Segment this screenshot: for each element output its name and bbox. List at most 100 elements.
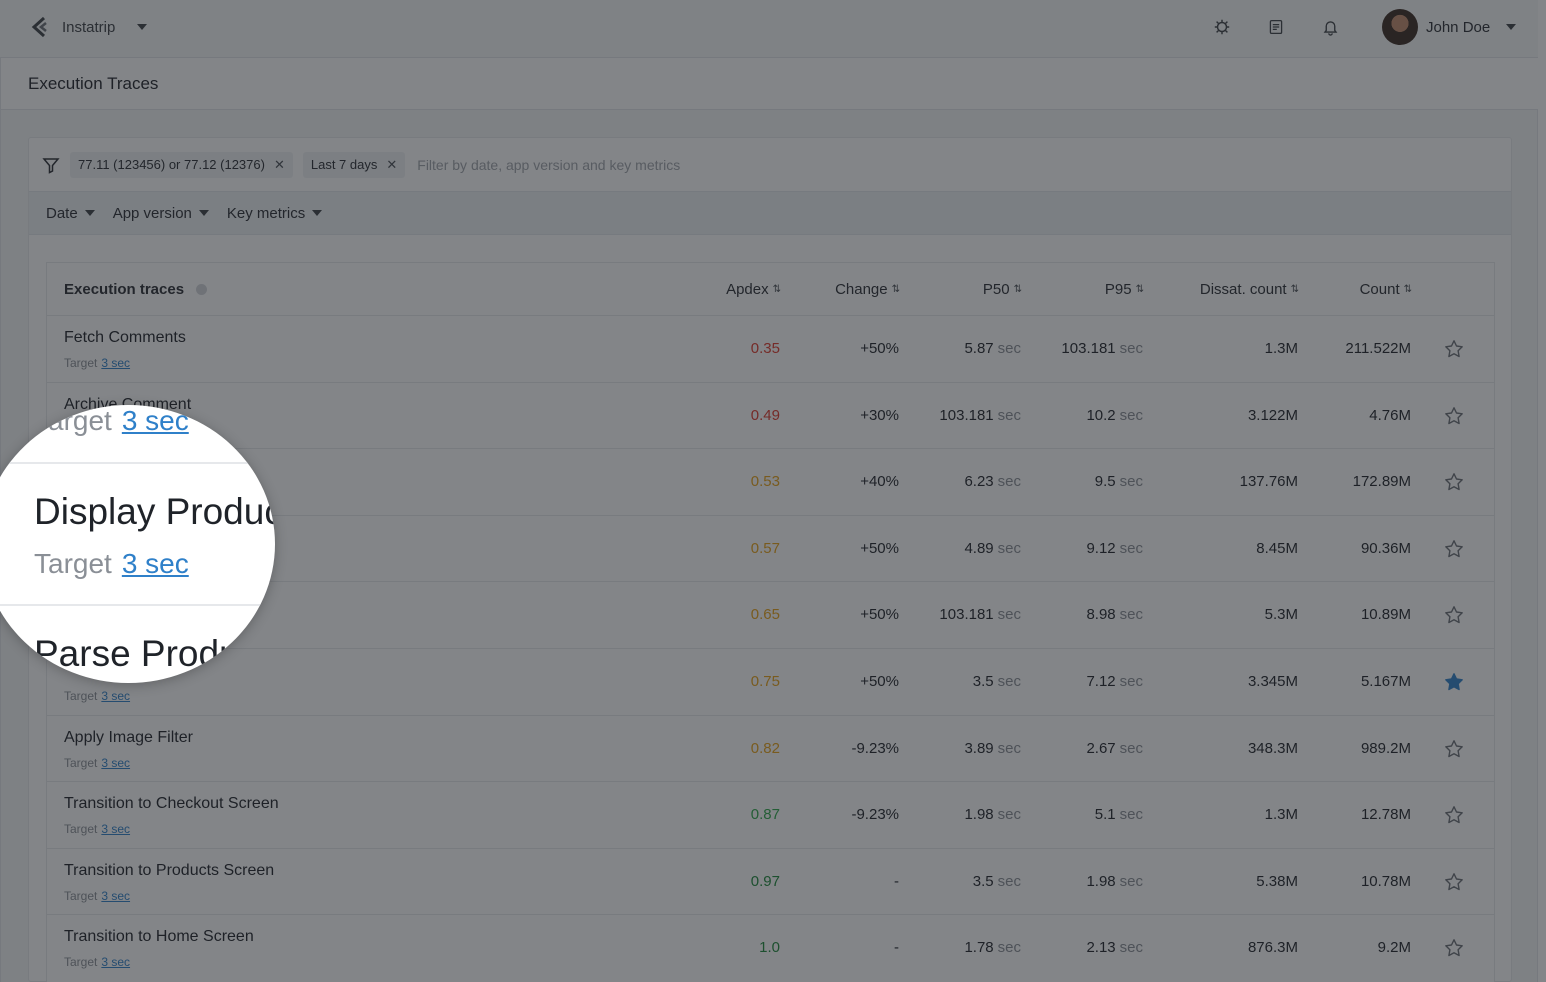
trace-name[interactable]: Fetch Comments xyxy=(64,329,186,346)
target-link[interactable]: 3 sec xyxy=(101,688,131,703)
app-version-dropdown[interactable]: App version xyxy=(113,205,209,222)
apdex-value: 0.49 xyxy=(750,406,780,424)
table-row[interactable]: Target 3 sec 0.75 +50% 3.5 sec 7.12 sec 3.345M 5.… xyxy=(47,649,1494,716)
page-title: Execution Traces xyxy=(28,74,159,93)
p50-value: 1.78 sec xyxy=(964,939,1021,956)
star-icon[interactable] xyxy=(1444,805,1464,825)
target-link[interactable]: 3 sec xyxy=(101,888,131,903)
table-row[interactable]: Transition to Checkout Screen Target 3 sec… xyxy=(47,782,1494,849)
p50-number: 4.89 xyxy=(964,539,994,557)
target-label: Target xyxy=(64,688,98,703)
p95-value: 9.12 sec xyxy=(1086,540,1143,557)
bug-icon[interactable] xyxy=(1212,16,1232,38)
target-label: Target xyxy=(64,755,98,770)
chip-label: Last 7 days xyxy=(310,157,378,172)
star-icon[interactable] xyxy=(1444,406,1464,426)
target-label: Target xyxy=(64,822,98,837)
unit: sec xyxy=(1119,806,1143,824)
info-icon[interactable] xyxy=(196,284,208,295)
table-row[interactable]: Archive CommentTarget3 sec0.49+30%103.18… xyxy=(47,383,1494,450)
column-label: Execution traces xyxy=(64,281,185,298)
column-header-p50[interactable]: P50 ⇅ xyxy=(983,281,1022,298)
unit: sec xyxy=(1119,739,1143,757)
trace-name[interactable]: Apply Image Filter xyxy=(64,728,193,746)
bell-icon[interactable] xyxy=(1320,16,1340,38)
column-header-p95[interactable]: P95 ⇅ xyxy=(1104,281,1144,298)
avatar xyxy=(1382,9,1418,45)
table-row[interactable]: Transition to Products Screen Target 3 sec… xyxy=(47,849,1494,916)
change-value: +40% xyxy=(860,473,899,491)
chevron-down-icon xyxy=(198,210,209,216)
unit: sec xyxy=(997,939,1021,957)
close-icon[interactable]: ✕ xyxy=(273,156,285,172)
count-value: 172.89M xyxy=(1352,473,1411,491)
star-icon[interactable] xyxy=(1444,472,1464,492)
p95-number: 10.2 xyxy=(1086,406,1116,424)
apdex-value: 0.97 xyxy=(750,872,780,890)
p50-value: 103.181 sec xyxy=(939,606,1021,623)
apdex-value: 0.82 xyxy=(750,739,780,757)
page-header: Execution Traces xyxy=(0,58,1538,110)
dissat-count-value: 5.38M xyxy=(1256,872,1298,890)
column-label: Dissat. count xyxy=(1199,281,1287,298)
trace-name[interactable]: Transition to Home Screen xyxy=(64,928,254,946)
column-header-dissat-count[interactable]: Dissat. count ⇅ xyxy=(1199,281,1299,298)
p95-number: 5.1 xyxy=(1094,806,1116,824)
p50-value: 6.23 sec xyxy=(964,473,1021,490)
column-label: Count xyxy=(1359,281,1400,298)
unit: sec xyxy=(1119,406,1143,424)
close-icon[interactable]: ✕ xyxy=(386,156,398,172)
apdex-value: 0.75 xyxy=(750,672,780,690)
trace-name[interactable]: Transition to Products Screen xyxy=(64,861,275,879)
dissat-count-value: 348.3M xyxy=(1247,739,1298,757)
top-bar: Instatrip John Doe xyxy=(0,0,1538,58)
magnified-target: Target 3 sec xyxy=(34,548,189,580)
star-icon[interactable] xyxy=(1444,938,1464,958)
app-switcher[interactable]: Instatrip xyxy=(30,16,148,38)
table-row[interactable]: Apply Image Filter Target 3 sec 0.82 -9.23% 3… xyxy=(47,716,1494,783)
date-dropdown[interactable]: Date xyxy=(46,205,95,222)
star-icon[interactable] xyxy=(1444,539,1464,559)
target-link[interactable]: 3 sec xyxy=(121,548,189,579)
column-label: P95 xyxy=(1104,281,1132,298)
filter-input[interactable] xyxy=(417,156,918,173)
target-link[interactable]: 3 sec xyxy=(101,356,131,370)
app-name: Instatrip xyxy=(62,18,116,36)
chevron-down-icon xyxy=(84,210,95,216)
table-header: Execution traces Apdex ⇅ Change ⇅ P50 ⇅ P95… xyxy=(47,263,1494,316)
dissat-count-value: 8.45M xyxy=(1256,539,1298,557)
dissat-count-value: 1.3M xyxy=(1264,806,1298,824)
target-link[interactable]: 3 sec xyxy=(101,822,131,837)
p50-number: 1.78 xyxy=(964,939,994,957)
column-header-change[interactable]: Change ⇅ xyxy=(835,281,900,298)
apdex-value: 0.65 xyxy=(750,606,780,624)
document-icon[interactable] xyxy=(1266,16,1286,38)
star-icon[interactable] xyxy=(1444,872,1464,892)
star-icon[interactable] xyxy=(1444,739,1464,759)
p95-value: 2.67 sec xyxy=(1086,740,1143,757)
trace-name[interactable]: Transition to Checkout Screen xyxy=(64,795,279,813)
star-icon[interactable] xyxy=(1444,672,1464,692)
star-icon[interactable] xyxy=(1444,605,1464,625)
unit: sec xyxy=(1119,606,1143,624)
user-menu[interactable]: John Doe xyxy=(1382,9,1517,45)
p95-number: 1.98 xyxy=(1086,872,1116,890)
table-body: Fetch Comments Target 3 sec 0.35 +50% 5.87 sec… xyxy=(47,316,1494,982)
filter-chip-date[interactable]: Last 7 days ✕ xyxy=(302,151,406,178)
chevron-down-icon xyxy=(137,24,148,30)
target-link[interactable]: 3 sec xyxy=(101,955,131,970)
filter-bar: 77.11 (123456) or 77.12 (12376) ✕ Last 7… xyxy=(29,138,1511,191)
column-header-apdex[interactable]: Apdex ⇅ xyxy=(726,281,781,298)
star-icon[interactable] xyxy=(1444,339,1464,359)
table-row[interactable]: Transition to Home Screen Target 3 sec 1.0 -… xyxy=(47,915,1494,982)
column-header-count[interactable]: Count ⇅ xyxy=(1359,281,1412,298)
p95-value: 8.98 sec xyxy=(1086,606,1143,623)
table-row[interactable]: Fetch Comments Target 3 sec 0.35 +50% 5.87 sec… xyxy=(47,316,1494,383)
target-link[interactable]: 3 sec xyxy=(121,405,189,436)
filter-chip-version[interactable]: 77.11 (123456) or 77.12 (12376) ✕ xyxy=(70,151,293,178)
target-link[interactable]: 3 sec xyxy=(101,755,131,770)
key-metrics-dropdown[interactable]: Key metrics xyxy=(227,205,323,222)
filter-icon xyxy=(42,157,60,174)
